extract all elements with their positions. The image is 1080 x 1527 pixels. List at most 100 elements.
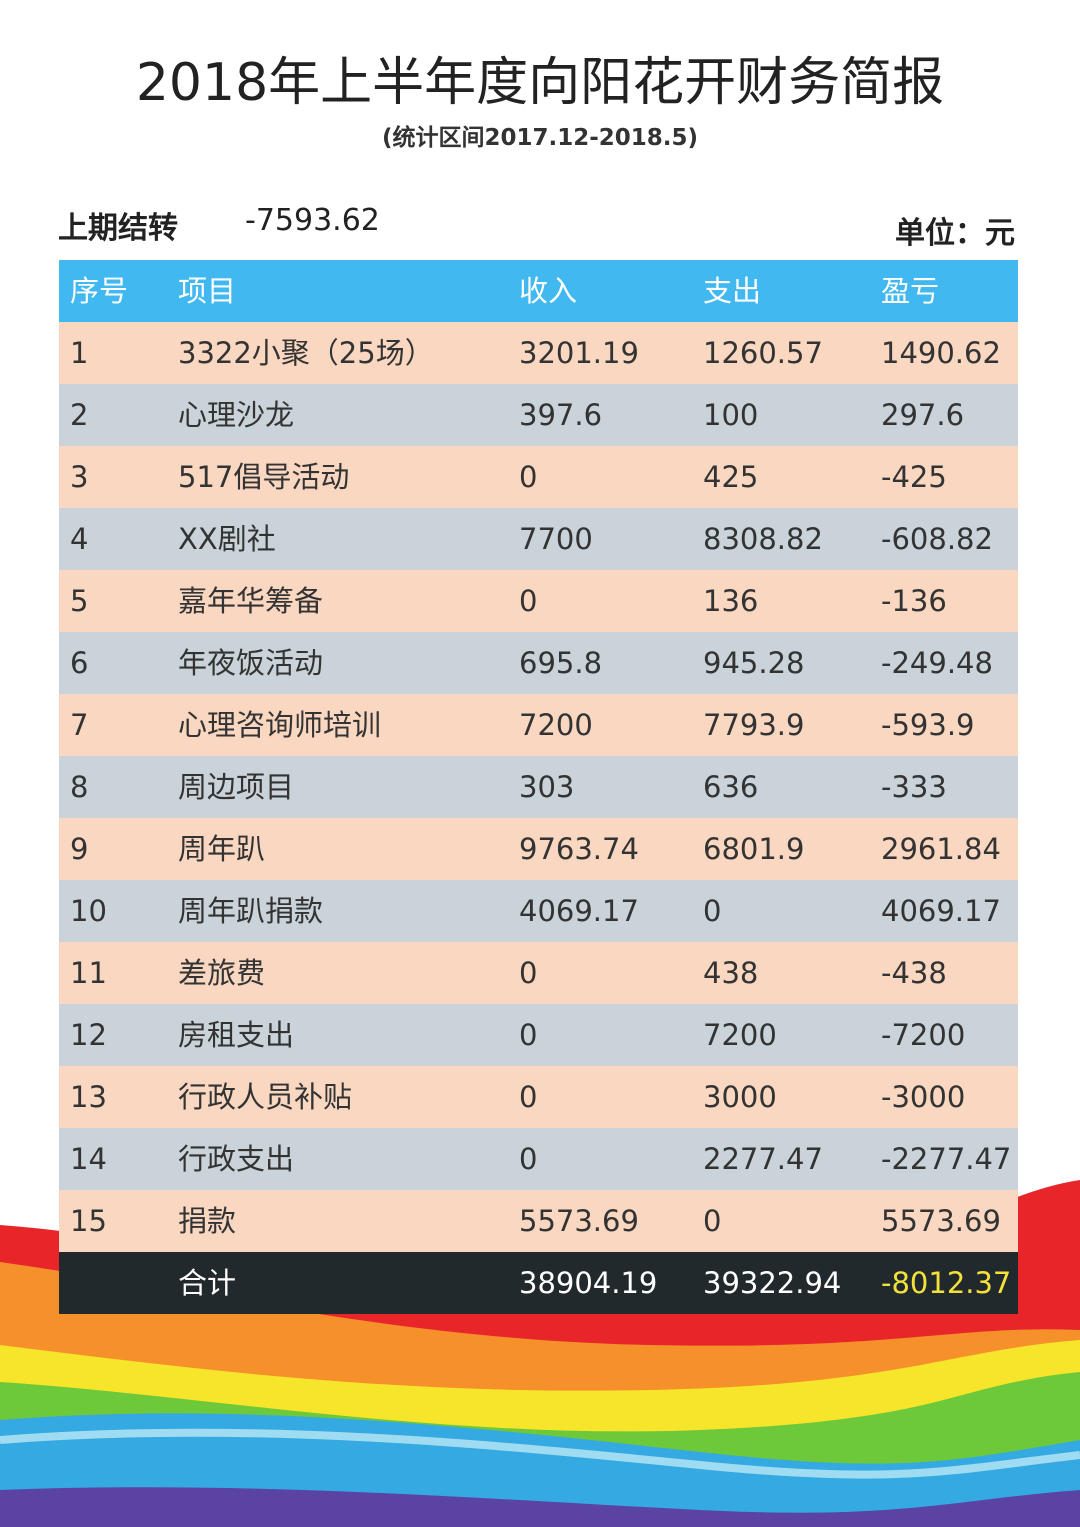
table-cell: 盈亏	[881, 274, 940, 308]
table-cell: 1	[70, 336, 89, 370]
table-row: 6 年夜饭活动 695.8 945.28 -249.48	[59, 632, 1018, 694]
table-cell: 周年趴	[178, 832, 266, 866]
table-cell: 5	[70, 584, 89, 618]
table-cell: 周年趴捐款	[178, 894, 324, 928]
table-cell: 6801.9	[703, 832, 805, 866]
table-row: 7 心理咨询师培训 7200 7793.9 -593.9	[59, 694, 1018, 756]
subtitle: (统计区间2017.12-2018.5)	[381, 125, 699, 151]
table-cell: 303	[519, 770, 575, 804]
table-cell: 12	[70, 1018, 107, 1052]
table-cell: 397.6	[519, 398, 603, 432]
table-cell: -425	[881, 460, 947, 494]
table-cell: -8012.37	[881, 1266, 1012, 1300]
table-cell: -136	[881, 584, 947, 618]
table-cell: 0	[519, 1018, 538, 1052]
table-cell: 11	[70, 956, 107, 990]
table-cell: 嘉年华筹备	[178, 584, 324, 618]
table-cell: 14	[70, 1142, 107, 1176]
table-cell: 8308.82	[703, 522, 823, 556]
table-cell: 合计	[178, 1266, 237, 1300]
table-cell: 差旅费	[178, 956, 266, 990]
table-cell: 支出	[703, 274, 762, 308]
table-cell: -608.82	[881, 522, 993, 556]
table-cell: 4069.17	[881, 894, 1001, 928]
table-cell: 7793.9	[703, 708, 805, 742]
table-cell: 2961.84	[881, 832, 1001, 866]
table-cell: 0	[703, 894, 722, 928]
table-cell: 4	[70, 522, 89, 556]
header-row: 序号 项目 收入 支出 盈亏	[59, 260, 1018, 322]
table-cell: 1260.57	[703, 336, 823, 370]
table-cell: 行政支出	[178, 1142, 295, 1176]
table-cell: 2	[70, 398, 89, 432]
table-cell: 425	[703, 460, 759, 494]
table-cell: 7700	[519, 522, 593, 556]
table-cell: 3000	[703, 1080, 777, 1114]
table-cell: 0	[519, 460, 538, 494]
table-cell: 695.8	[519, 646, 603, 680]
table-row: 5 嘉年华筹备 0 136 -136	[59, 570, 1018, 632]
table-cell: 0	[519, 1142, 538, 1176]
table-cell: 9	[70, 832, 89, 866]
table-cell: 4069.17	[519, 894, 639, 928]
table-cell: 297.6	[881, 398, 965, 432]
table-row: 4 XX剧社 7700 8308.82 -608.82	[59, 508, 1018, 570]
table-cell: 100	[703, 398, 759, 432]
table-cell: 心理咨询师培训	[178, 708, 382, 742]
table-cell: 1490.62	[881, 336, 1001, 370]
unit: 单位：元	[895, 216, 1015, 251]
table-cell: 年夜饭活动	[178, 646, 324, 680]
table-row: 1 3322小聚（25场） 3201.19 1260.57 1490.62	[59, 322, 1018, 384]
table-cell: 序号	[70, 274, 129, 308]
table-cell: 438	[703, 956, 759, 990]
table: 序号 项目 收入 支出 盈亏 1 3322小聚（25场） 3201.19 1260.57 1490…	[59, 260, 1018, 1314]
table-cell: 38904.19	[519, 1266, 658, 1300]
table-cell: 636	[703, 770, 759, 804]
table-cell: 7200	[703, 1018, 777, 1052]
table-row: 12 房租支出 0 7200 -7200	[59, 1004, 1018, 1066]
table-cell: 15	[70, 1204, 107, 1238]
table-cell: 8	[70, 770, 89, 804]
table-cell: 项目	[178, 274, 237, 308]
table-cell: 10	[70, 894, 107, 928]
table-cell: 3	[70, 460, 89, 494]
table-cell: 0	[519, 584, 538, 618]
table-cell: 收入	[519, 274, 578, 308]
table-cell: 心理沙龙	[178, 398, 295, 432]
table-cell: 6	[70, 646, 89, 680]
table-cell: 房租支出	[178, 1018, 295, 1052]
table-row: 9 周年趴 9763.74 6801.9 2961.84	[59, 818, 1018, 880]
table-row: 2 心理沙龙 397.6 100 297.6	[59, 384, 1018, 446]
table-cell: 5573.69	[519, 1204, 639, 1238]
table-cell: -7200	[881, 1018, 966, 1052]
table-cell: 捐款	[178, 1204, 237, 1238]
table-cell: 39322.94	[703, 1266, 842, 1300]
table-cell: -333	[881, 770, 947, 804]
table-cell: 7	[70, 708, 89, 742]
table-cell: -593.9	[881, 708, 975, 742]
table-cell: 0	[703, 1204, 722, 1238]
table-cell: -249.48	[881, 646, 993, 680]
table-cell: 945.28	[703, 646, 805, 680]
table-cell: 周边项目	[178, 770, 295, 804]
table-cell: -3000	[881, 1080, 966, 1114]
table-row: 15 捐款 5573.69 0 5573.69	[59, 1190, 1018, 1252]
table-row: 11 差旅费 0 438 -438	[59, 942, 1018, 1004]
table-cell: XX剧社	[178, 522, 276, 556]
table-cell: -438	[881, 956, 947, 990]
title: 2018年上半年度向阳花开财务简报	[135, 53, 945, 113]
table-row: 13 行政人员补贴 0 3000 -3000	[59, 1066, 1018, 1128]
table-cell: 9763.74	[519, 832, 639, 866]
table-row: 10 周年趴捐款 4069.17 0 4069.17	[59, 880, 1018, 942]
table-row: 14 行政支出 0 2277.47 -2277.47	[59, 1128, 1018, 1190]
table-cell: 517倡导活动	[178, 460, 350, 494]
table-cell: 3322小聚（25场）	[178, 336, 434, 370]
carryover-label: 上期结转	[58, 211, 178, 246]
table-cell: 5573.69	[881, 1204, 1001, 1238]
table-cell: 7200	[519, 708, 593, 742]
table-cell: 0	[519, 956, 538, 990]
table-cell: 136	[703, 584, 759, 618]
table-cell: -2277.47	[881, 1142, 1012, 1176]
